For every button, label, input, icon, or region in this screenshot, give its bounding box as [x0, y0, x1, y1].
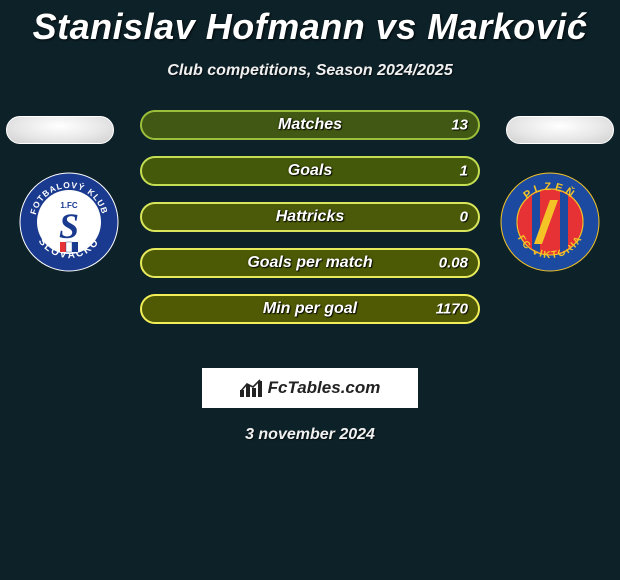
- player-left-pill: [6, 116, 114, 144]
- brand-box: FcTables.com: [202, 368, 418, 408]
- crest-left-letter: S: [59, 206, 79, 246]
- club-crest-left: FOTBALOVÝ KLUB SLOVÁCKO 1.FC S: [19, 172, 119, 272]
- stat-row: Min per goal1170: [140, 294, 480, 324]
- player-right-pill: [506, 116, 614, 144]
- brand-text: FcTables.com: [268, 378, 381, 398]
- date-text: 3 november 2024: [0, 426, 620, 444]
- page-title: Stanislav Hofmann vs Marković: [0, 0, 620, 48]
- stat-row: Goals1: [140, 156, 480, 186]
- stat-bar-track: [140, 202, 480, 232]
- club-crest-right: PLZEŇ FC VIKTORIA: [500, 172, 600, 272]
- stat-row: Goals per match0.08: [140, 248, 480, 278]
- stat-bar-track: [140, 248, 480, 278]
- stat-row: Matches13: [140, 110, 480, 140]
- stat-bar-track: [140, 294, 480, 324]
- stat-bar-track: [140, 156, 480, 186]
- stat-bars: Matches13 Goals1 Hattricks0 Goals per match…: [140, 110, 480, 340]
- stat-bar-track: [140, 110, 480, 140]
- stat-row: Hattricks0: [140, 202, 480, 232]
- subtitle: Club competitions, Season 2024/2025: [0, 62, 620, 80]
- comparison-panel: FOTBALOVÝ KLUB SLOVÁCKO 1.FC S: [0, 118, 620, 348]
- bar-chart-icon: [240, 379, 262, 397]
